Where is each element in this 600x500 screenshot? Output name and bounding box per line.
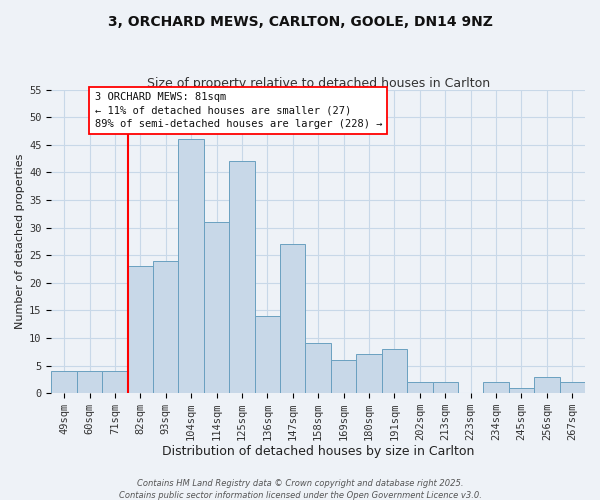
Bar [204, 222, 229, 393]
Bar [77, 371, 102, 393]
Bar [509, 388, 534, 393]
Text: Contains HM Land Registry data © Crown copyright and database right 2025.
Contai: Contains HM Land Registry data © Crown c… [119, 478, 481, 500]
Bar [178, 139, 204, 393]
Bar [331, 360, 356, 393]
Bar [229, 162, 254, 393]
Bar [407, 382, 433, 393]
Y-axis label: Number of detached properties: Number of detached properties [15, 154, 25, 329]
X-axis label: Distribution of detached houses by size in Carlton: Distribution of detached houses by size … [162, 444, 475, 458]
Bar [305, 344, 331, 393]
Bar [52, 371, 77, 393]
Bar [382, 349, 407, 393]
Bar [484, 382, 509, 393]
Bar [128, 266, 153, 393]
Bar [280, 244, 305, 393]
Bar [356, 354, 382, 393]
Bar [153, 260, 178, 393]
Bar [102, 371, 128, 393]
Text: 3 ORCHARD MEWS: 81sqm
← 11% of detached houses are smaller (27)
89% of semi-deta: 3 ORCHARD MEWS: 81sqm ← 11% of detached … [95, 92, 382, 128]
Bar [254, 316, 280, 393]
Title: Size of property relative to detached houses in Carlton: Size of property relative to detached ho… [146, 76, 490, 90]
Bar [560, 382, 585, 393]
Text: 3, ORCHARD MEWS, CARLTON, GOOLE, DN14 9NZ: 3, ORCHARD MEWS, CARLTON, GOOLE, DN14 9N… [107, 15, 493, 29]
Bar [534, 376, 560, 393]
Bar [433, 382, 458, 393]
